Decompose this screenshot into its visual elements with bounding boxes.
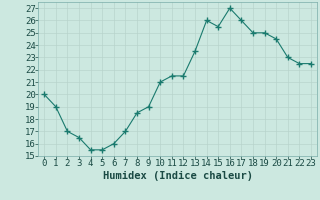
X-axis label: Humidex (Indice chaleur): Humidex (Indice chaleur) bbox=[103, 171, 252, 181]
